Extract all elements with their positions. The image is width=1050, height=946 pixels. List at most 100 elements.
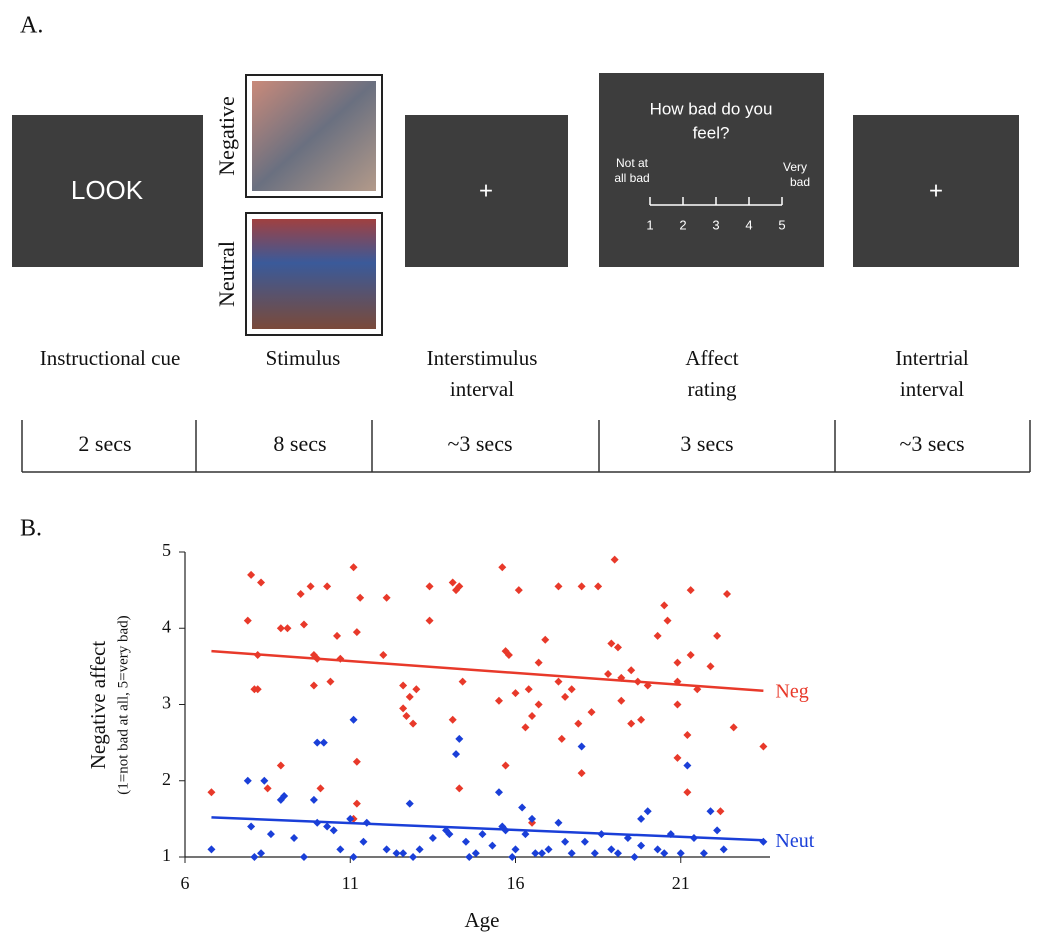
anchor: Not at bbox=[616, 156, 649, 170]
point bbox=[494, 788, 503, 797]
negative-image bbox=[252, 81, 376, 191]
point bbox=[405, 692, 414, 701]
point bbox=[561, 692, 570, 701]
point bbox=[534, 658, 543, 667]
point bbox=[590, 849, 599, 858]
point bbox=[250, 853, 259, 861]
point bbox=[309, 795, 318, 804]
point bbox=[412, 685, 421, 694]
point bbox=[627, 666, 636, 675]
phase-duration: 2 secs bbox=[78, 431, 131, 456]
point bbox=[534, 700, 543, 709]
fixation: + bbox=[929, 177, 943, 204]
point bbox=[379, 650, 388, 659]
phase-name: interval bbox=[900, 377, 964, 401]
point bbox=[676, 849, 685, 858]
x-axis-label: Age bbox=[465, 908, 500, 932]
point bbox=[653, 845, 662, 854]
point bbox=[544, 845, 553, 854]
scale-number: 1 bbox=[646, 217, 653, 232]
point bbox=[402, 711, 411, 720]
point bbox=[630, 853, 639, 861]
y-tick-label: 2 bbox=[162, 769, 171, 789]
point bbox=[637, 814, 646, 823]
point bbox=[716, 807, 725, 816]
stimulus-label: Negative bbox=[214, 96, 239, 175]
point bbox=[425, 616, 434, 625]
point bbox=[673, 753, 682, 762]
x-tick-label: 11 bbox=[342, 873, 359, 893]
point bbox=[686, 586, 695, 595]
point bbox=[501, 761, 510, 770]
point bbox=[296, 589, 305, 598]
point bbox=[706, 662, 715, 671]
anchor: bad bbox=[790, 175, 810, 189]
point bbox=[660, 601, 669, 610]
rating-screen bbox=[599, 73, 824, 267]
point bbox=[349, 563, 358, 572]
point bbox=[713, 631, 722, 640]
point bbox=[349, 715, 358, 724]
point bbox=[508, 853, 517, 861]
x-tick-label: 6 bbox=[181, 873, 190, 893]
point bbox=[356, 593, 365, 602]
point bbox=[382, 593, 391, 602]
point bbox=[257, 578, 266, 587]
point bbox=[313, 738, 322, 747]
point bbox=[627, 719, 636, 728]
point bbox=[399, 681, 408, 690]
point bbox=[409, 719, 418, 728]
phase-duration: ~3 secs bbox=[447, 431, 512, 456]
phase-name: Interstimulus bbox=[427, 346, 538, 370]
point bbox=[243, 776, 252, 785]
point bbox=[266, 830, 275, 839]
point bbox=[528, 814, 537, 823]
y-tick-label: 3 bbox=[162, 693, 171, 713]
point bbox=[290, 833, 299, 842]
point bbox=[455, 784, 464, 793]
point bbox=[686, 650, 695, 659]
question: How bad do you bbox=[650, 99, 773, 118]
point bbox=[448, 578, 457, 587]
stimulus-label: Neutral bbox=[214, 241, 239, 307]
point bbox=[607, 845, 616, 854]
fixation: + bbox=[479, 177, 493, 204]
point bbox=[511, 689, 520, 698]
point bbox=[461, 837, 470, 846]
scale-number: 5 bbox=[778, 217, 785, 232]
point bbox=[346, 814, 355, 823]
point bbox=[528, 711, 537, 720]
phase-name: Intertrial bbox=[895, 346, 969, 370]
phase-duration: ~3 secs bbox=[899, 431, 964, 456]
point bbox=[329, 826, 338, 835]
point bbox=[336, 845, 345, 854]
point bbox=[537, 849, 546, 858]
point bbox=[455, 582, 464, 591]
point bbox=[488, 841, 497, 850]
point bbox=[719, 845, 728, 854]
phase-name: Instructional cue bbox=[40, 346, 181, 370]
point bbox=[511, 845, 520, 854]
isi-screen bbox=[405, 115, 568, 267]
point bbox=[257, 849, 266, 858]
phase-duration: 3 secs bbox=[680, 431, 733, 456]
point bbox=[554, 582, 563, 591]
point bbox=[594, 582, 603, 591]
point bbox=[352, 757, 361, 766]
scale-number: 2 bbox=[679, 217, 686, 232]
point bbox=[577, 769, 586, 778]
y-axis-sublabel: (1=not bad at all, 5=very bad) bbox=[115, 615, 131, 794]
point bbox=[409, 853, 418, 861]
point bbox=[494, 696, 503, 705]
point bbox=[263, 784, 272, 793]
point bbox=[283, 624, 292, 633]
point bbox=[260, 776, 269, 785]
point bbox=[425, 582, 434, 591]
point bbox=[247, 822, 256, 831]
point bbox=[333, 631, 342, 640]
trend-line bbox=[211, 816, 764, 842]
point bbox=[567, 849, 576, 858]
trend-line bbox=[211, 649, 764, 693]
point bbox=[207, 788, 216, 797]
point bbox=[759, 742, 768, 751]
